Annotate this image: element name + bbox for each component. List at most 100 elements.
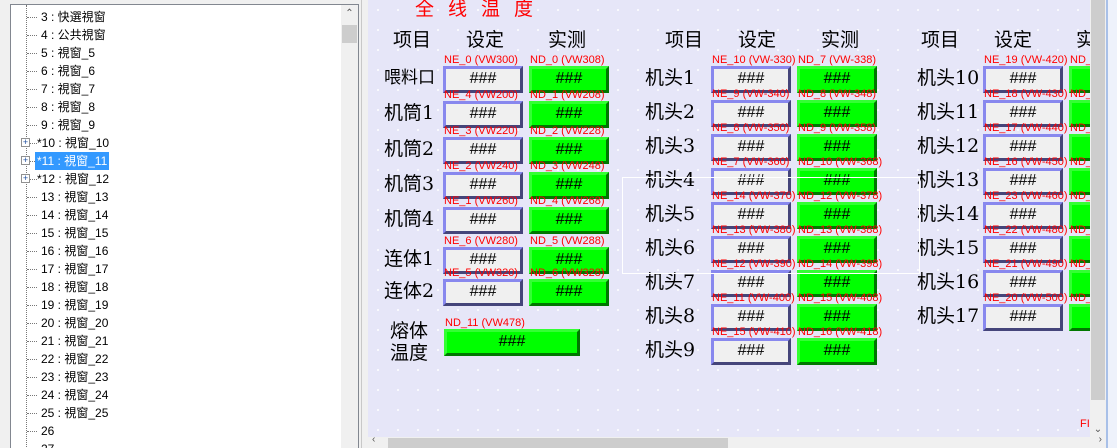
tree-item[interactable]: 3 : 快選視窗 [11, 8, 331, 26]
tree-item[interactable]: 18 : 視窗_18 [11, 278, 331, 296]
setpoint-input[interactable]: NE_11 (VW-400) ### [711, 293, 795, 331]
setpoint-input[interactable]: NE_8 (VW-350) ### [711, 123, 791, 161]
setpoint-input[interactable]: NE_18 (VW-430) ### [983, 89, 1068, 127]
setpoint-tag: NE_0 (VW300) [444, 54, 518, 66]
screen-canvas[interactable]: 全线温度 项目 设定 实测 喂料口 NE_0 (VW300) ### ND_0 (VW308… [368, 0, 1090, 437]
setpoint-input[interactable]: NE_0 (VW300) ### [443, 55, 523, 93]
setpoint-value: ### [1009, 104, 1037, 121]
tree-item[interactable]: 24 : 視窗_24 [11, 386, 331, 404]
row-label: 机头9 [645, 339, 696, 361]
tree-item-label: *12 : 視窗_12 [37, 172, 110, 186]
setpoint-value: ### [469, 176, 497, 193]
column-header: 项目 [665, 29, 704, 51]
actual-value: ### [823, 240, 851, 257]
setpoint-value: ### [469, 105, 497, 122]
tree-item[interactable]: 4 : 公共視窗 [11, 26, 331, 44]
canvas-vertical-scrollbar[interactable]: ⌄ [1090, 0, 1106, 437]
setpoint-input[interactable]: NE_12 (VW-390) ### [711, 259, 796, 297]
scroll-left-icon[interactable]: ‹ [372, 434, 376, 445]
tree-item[interactable]: 13 : 視窗_13 [11, 188, 331, 206]
page-title: 全线温度 [415, 0, 548, 20]
setpoint-input[interactable]: NE_19 (VW-420) ### [983, 55, 1068, 93]
setpoint-tag: NE_4 (VW200) [444, 89, 518, 101]
expand-icon[interactable]: + [21, 137, 30, 147]
column-header: 项目 [921, 29, 960, 51]
tree-item[interactable]: 14 : 視窗_14 [11, 206, 331, 224]
tree-item[interactable]: + *10 : 視窗_10 [11, 134, 331, 152]
setpoint-input[interactable]: NE_15 (VW-410) ### [711, 327, 796, 365]
tree-item[interactable]: 22 : 視窗_22 [11, 350, 331, 368]
scroll-thumb[interactable] [388, 438, 728, 448]
row-label: 连体1 [384, 248, 435, 270]
tree-item-label: 8 : 視窗_8 [41, 100, 96, 114]
scroll-up-icon[interactable]: ⌃ [345, 8, 354, 19]
tree-connector [27, 395, 37, 396]
tree-item[interactable]: 9 : 視窗_9 [11, 116, 331, 134]
scroll-thumb[interactable] [342, 25, 357, 43]
tree-item[interactable]: 23 : 視窗_23 [11, 368, 331, 386]
tree-item[interactable]: + *11 : 視窗_11 [11, 152, 331, 170]
setpoint-input[interactable]: NE_16 (VW-450) ### [983, 157, 1068, 195]
tree-item[interactable]: 17 : 視窗_17 [11, 260, 331, 278]
setpoint-tag: NE_14 (VW-370) [712, 190, 796, 202]
setpoint-value: ### [737, 240, 765, 257]
setpoint-input[interactable]: NE_6 (VW280) ### [443, 236, 523, 274]
tree-item[interactable]: 19 : 視窗_19 [11, 296, 331, 314]
setpoint-tag: NE_3 (VW220) [444, 125, 518, 137]
tree-connector [27, 71, 37, 72]
canvas-horizontal-scrollbar[interactable]: ‹ › [368, 434, 1106, 448]
tree-line [26, 5, 27, 448]
scroll-right-icon[interactable]: › [1098, 434, 1102, 445]
tree-connector [27, 431, 37, 432]
tree-item-label: 5 : 視窗_5 [41, 46, 96, 60]
row-label: 机筒4 [384, 208, 435, 230]
setpoint-input[interactable]: NE_23 (VW-460) ### [983, 191, 1068, 229]
setpoint-input[interactable]: NE_17 (VW-440) ### [983, 123, 1068, 161]
setpoint-input[interactable]: NE_13 (VW-380) ### [711, 225, 796, 263]
tree-item-label: *10 : 視窗_10 [37, 136, 110, 150]
window-tree[interactable]: 3 : 快選視窗 4 : 公共視窗 5 : 視窗_5 6 : 視窗_6 7 : 視窗_7… [10, 4, 359, 448]
actual-display: ND_ ### [1069, 259, 1090, 297]
tree-item[interactable]: 7 : 視窗_7 [11, 80, 331, 98]
tree-item[interactable]: 16 : 視窗_16 [11, 242, 331, 260]
tree-item[interactable]: 5 : 視窗_5 [11, 44, 331, 62]
setpoint-value: ### [1009, 70, 1037, 87]
tree-item[interactable]: 8 : 視窗_8 [11, 98, 331, 116]
expand-icon[interactable]: + [21, 173, 30, 183]
setpoint-tag: NE_7 (VW-360) [712, 156, 790, 168]
setpoint-input[interactable]: NE_14 (VW-370) ### [711, 191, 796, 229]
setpoint-tag: NE_16 (VW-450) [984, 156, 1068, 168]
setpoint-input[interactable]: NE_1 (VW260) ### [443, 196, 523, 234]
tree-item[interactable]: 15 : 視窗_15 [11, 224, 331, 242]
tree-item[interactable]: 27 [11, 440, 331, 448]
setpoint-input[interactable]: NE_21 (VW-490) ### [983, 259, 1068, 297]
scroll-thumb[interactable] [1091, 0, 1105, 400]
setpoint-input[interactable]: NE_10 (VW-330) ### [711, 55, 796, 93]
actual-tag: ND_ [1070, 54, 1090, 66]
tree-item[interactable]: 26 [11, 422, 331, 440]
tree-item[interactable]: 21 : 視窗_21 [11, 332, 331, 350]
setpoint-input[interactable]: NE_2 (VW240) ### [443, 161, 523, 199]
actual-tag: ND_1 (VW208) [530, 89, 605, 101]
tree-connector [27, 251, 37, 252]
expand-icon[interactable]: + [21, 155, 30, 165]
setpoint-input[interactable]: NE_9 (VW-340) ### [711, 89, 791, 127]
tree-scrollbar[interactable]: ⌃ [341, 5, 358, 448]
tree-item[interactable]: 25 : 視窗_25 [11, 404, 331, 422]
setpoint-tag: NE_6 (VW280) [444, 235, 518, 247]
row-label: 机筒2 [384, 138, 435, 160]
row-label: 机头3 [645, 135, 696, 157]
actual-value: ### [1072, 241, 1090, 257]
tree-item[interactable]: 20 : 視窗_20 [11, 314, 331, 332]
scroll-down-icon[interactable]: ⌄ [1093, 424, 1103, 435]
setpoint-input[interactable]: NE_5 (VW320) ### [443, 268, 523, 306]
setpoint-input[interactable]: NE_22 (VW-480) ### [983, 225, 1068, 263]
tree-item-label: 13 : 視窗_13 [41, 190, 109, 204]
setpoint-input[interactable]: NE_3 (VW220) ### [443, 126, 523, 164]
tree-item[interactable]: 6 : 視窗_6 [11, 62, 331, 80]
setpoint-input[interactable]: NE_4 (VW200) ### [443, 90, 523, 128]
setpoint-input[interactable]: NE_7 (VW-360) ### [711, 157, 791, 195]
setpoint-input[interactable]: NE_20 (VW-500) ### [983, 293, 1068, 331]
tree-item[interactable]: + *12 : 視窗_12 [11, 170, 331, 188]
actual-tag: ND_8 (VW-348) [798, 88, 877, 100]
